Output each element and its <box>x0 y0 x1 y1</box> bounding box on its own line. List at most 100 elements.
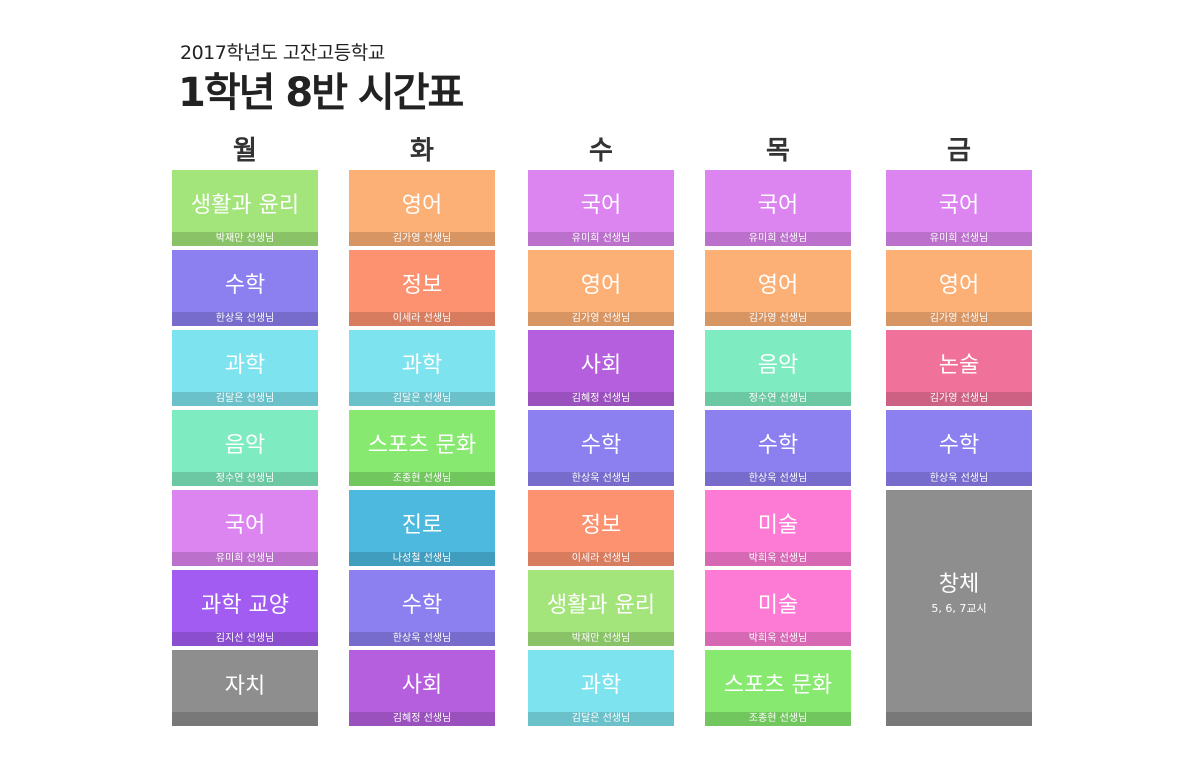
subject-label: 영어 <box>757 273 799 298</box>
teacher-label: 유미희 선생님 <box>172 552 318 566</box>
teacher-label: 김가영 선생님 <box>349 232 495 246</box>
block-footer-bar <box>886 712 1032 726</box>
teacher-label: 나성철 선생님 <box>349 552 495 566</box>
period-wed-7: 과학 김달은 선생님 <box>528 650 674 726</box>
school-name: 2017학년도 고잔고등학교 <box>180 42 385 64</box>
teacher-label: 김가영 선생님 <box>886 392 1032 406</box>
teacher-label: 정수연 선생님 <box>705 392 851 406</box>
subject-label: 수학 <box>401 593 443 618</box>
teacher-label: 이세라 선생님 <box>349 312 495 326</box>
teacher-label: 박희욱 선생님 <box>705 552 851 566</box>
teacher-label: 김지선 선생님 <box>172 632 318 646</box>
subject-label: 진로 <box>401 513 443 538</box>
day-header-fri: 금 <box>947 136 971 166</box>
subject-label: 영어 <box>401 193 443 218</box>
teacher-label: 박희욱 선생님 <box>705 632 851 646</box>
subject-label: 국어 <box>580 193 622 218</box>
teacher-label: 김달은 선생님 <box>172 392 318 406</box>
subject-label: 사회 <box>580 353 622 378</box>
subject-label: 음악 <box>224 433 266 458</box>
teacher-label: 이세라 선생님 <box>528 552 674 566</box>
teacher-label: 김달은 선생님 <box>349 392 495 406</box>
periods-note: 5, 6, 7교시 <box>931 602 987 615</box>
period-mon-7: 자치 <box>172 650 318 726</box>
subject-label: 정보 <box>401 273 443 298</box>
day-header-tue: 화 <box>410 136 434 166</box>
subject-label: 수학 <box>224 273 266 298</box>
subject-label: 정보 <box>580 513 622 538</box>
subject-label: 국어 <box>757 193 799 218</box>
page-title: 1학년 8반 시간표 <box>178 70 464 116</box>
day-header-thu: 목 <box>766 136 790 166</box>
teacher-label: 김가영 선생님 <box>705 312 851 326</box>
day-header-wed: 수 <box>589 136 613 166</box>
teacher-label: 김가영 선생님 <box>886 312 1032 326</box>
subject-label: 창체 <box>938 572 980 597</box>
teacher-label: 한상욱 선생님 <box>705 472 851 486</box>
period-thu-3: 음악 정수연 선생님 <box>705 330 851 406</box>
subject-label: 사회 <box>401 673 443 698</box>
teacher-label: 한상욱 선생님 <box>528 472 674 486</box>
teacher-label: 김달은 선생님 <box>528 712 674 726</box>
subject-label: 국어 <box>938 193 980 218</box>
subject-label: 과학 <box>224 353 266 378</box>
teacher-label: 조종현 선생님 <box>349 472 495 486</box>
teacher-label <box>172 712 318 726</box>
period-fri-block: 창체 5, 6, 7교시 <box>886 490 1032 726</box>
teacher-label: 한상욱 선생님 <box>172 312 318 326</box>
subject-label: 수학 <box>580 433 622 458</box>
teacher-label: 박재만 선생님 <box>528 632 674 646</box>
teacher-label: 김혜정 선생님 <box>349 712 495 726</box>
subject-label: 영어 <box>580 273 622 298</box>
subject-label: 수학 <box>757 433 799 458</box>
subject-label: 국어 <box>224 513 266 538</box>
subject-label: 스포츠 문화 <box>723 673 833 698</box>
teacher-label: 김혜정 선생님 <box>528 392 674 406</box>
teacher-label: 유미희 선생님 <box>886 232 1032 246</box>
subject-label: 수학 <box>938 433 980 458</box>
teacher-label: 유미희 선생님 <box>528 232 674 246</box>
subject-label: 자치 <box>224 674 266 699</box>
subject-label: 스포츠 문화 <box>367 433 477 458</box>
subject-label: 과학 <box>401 353 443 378</box>
subject-label: 미술 <box>757 593 799 618</box>
teacher-label: 김가영 선생님 <box>528 312 674 326</box>
teacher-label: 정수연 선생님 <box>172 472 318 486</box>
subject-label: 미술 <box>757 513 799 538</box>
subject-label: 영어 <box>938 273 980 298</box>
teacher-label: 조종현 선생님 <box>705 712 851 726</box>
subject-label: 과학 교양 <box>201 593 289 618</box>
teacher-label: 한상욱 선생님 <box>886 472 1032 486</box>
subject-label: 논술 <box>938 353 980 378</box>
period-thu-1: 국어 유미희 선생님 <box>705 170 851 246</box>
subject-label: 생활과 윤리 <box>190 193 300 218</box>
teacher-label: 박재만 선생님 <box>172 232 318 246</box>
teacher-label: 한상욱 선생님 <box>349 632 495 646</box>
day-header-mon: 월 <box>233 136 257 166</box>
subject-label: 생활과 윤리 <box>546 593 656 618</box>
